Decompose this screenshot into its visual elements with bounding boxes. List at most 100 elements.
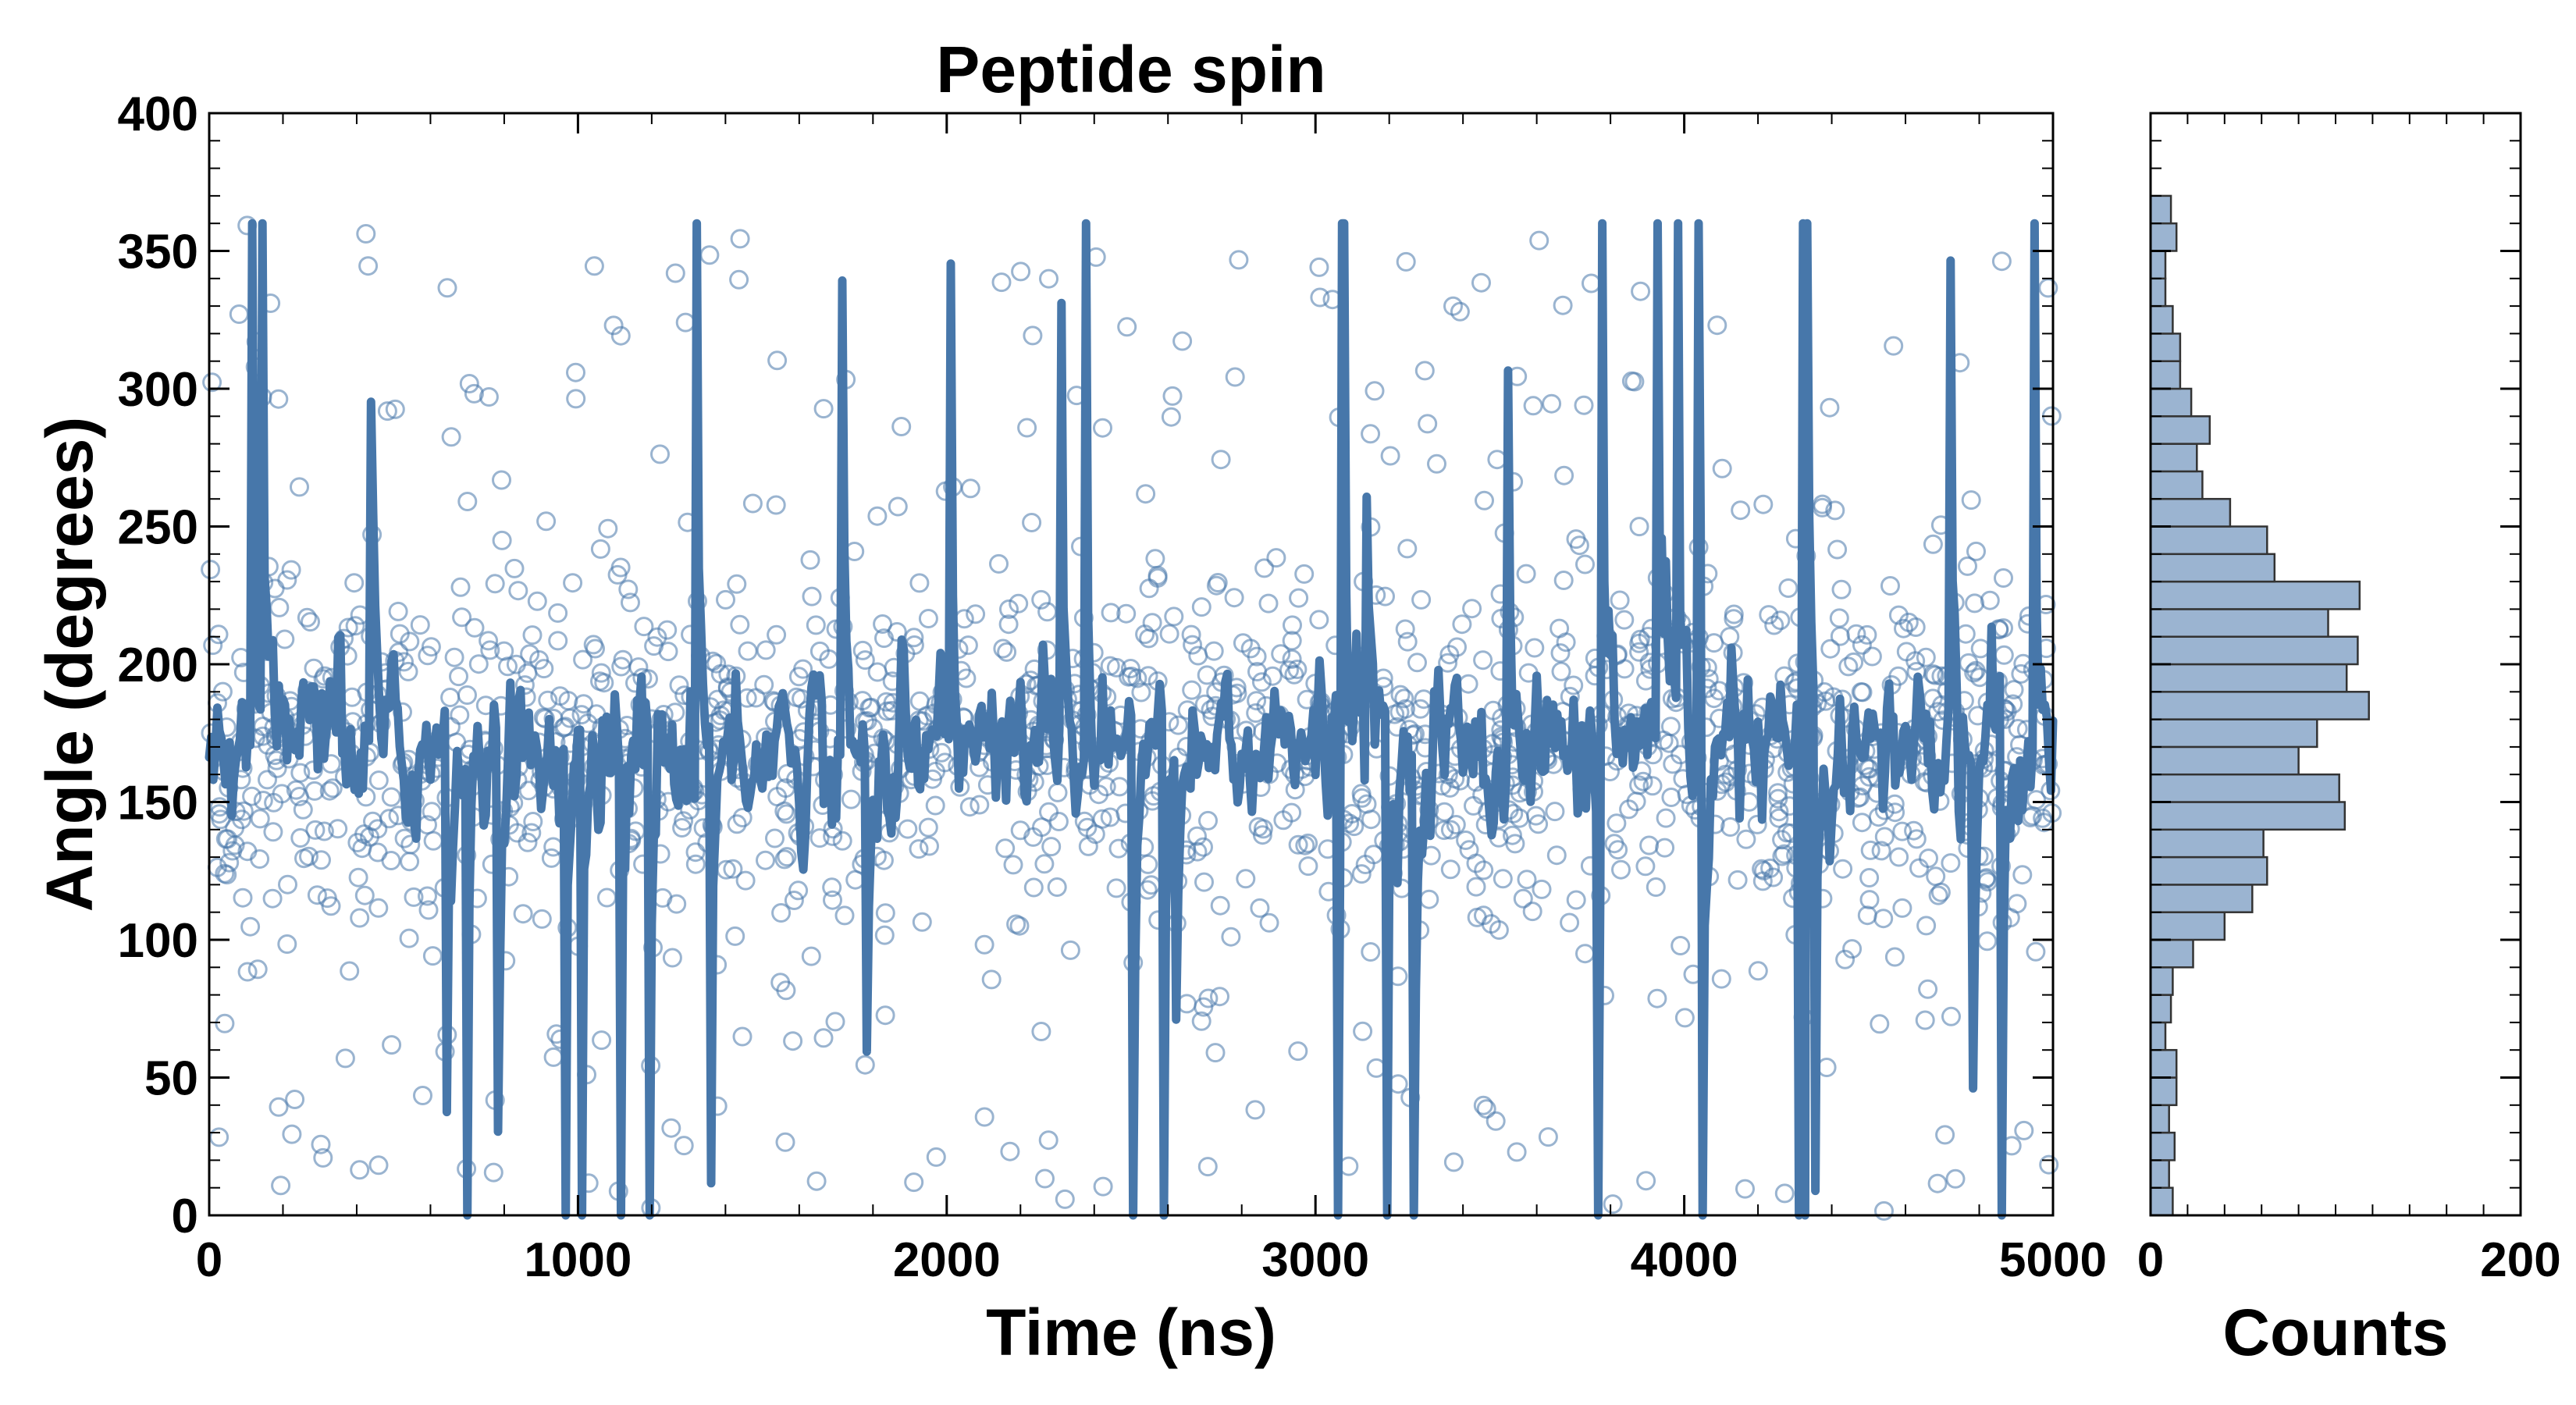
scatter-point [1233, 633, 1253, 653]
scatter-point [727, 574, 747, 594]
scatter-point [1945, 1168, 1966, 1189]
scatter-point [317, 888, 337, 909]
scatter-point [290, 763, 311, 783]
scatter-point [1774, 844, 1795, 864]
scatter-point [974, 1107, 994, 1127]
scatter-point [1035, 1168, 1055, 1189]
scatter-point [1271, 644, 1291, 664]
scatter-point [1361, 942, 1381, 962]
scatter-point [347, 833, 368, 852]
scatter-point [1629, 517, 1649, 537]
scatter-point [1655, 838, 1675, 858]
scatter-point [756, 640, 776, 660]
x-axis-label: Time (ns) [986, 1296, 1276, 1369]
scatter-point [237, 962, 258, 982]
scatter-point [573, 649, 593, 670]
scatter-point [1711, 969, 1731, 989]
scatter-point [1871, 841, 1891, 861]
scatter-point [293, 799, 313, 820]
scatter-point [875, 1005, 895, 1026]
scatter-point [418, 646, 438, 666]
scatter-point [464, 617, 485, 638]
scatter-point [685, 854, 706, 874]
scatter-point [1089, 784, 1109, 805]
scatter-point [1225, 367, 1245, 387]
scatter-point [1550, 618, 1570, 638]
main-plot: 0 1000 2000 3000 4000 5000 0 50 100 150 200 250 300 3… [118, 87, 2107, 1287]
scatter-point [1635, 856, 1656, 877]
scatter-point [2012, 865, 2033, 885]
scatter-point [1309, 610, 1329, 630]
scatter-point [563, 573, 583, 593]
scatter-point [1282, 631, 1302, 651]
histogram-bar [2149, 773, 2340, 803]
scatter-point [418, 886, 437, 906]
scatter-point [269, 597, 290, 617]
scatter-point [1646, 877, 1666, 897]
scatter-point [592, 1030, 612, 1051]
scatter-point [1047, 877, 1067, 897]
scatter-point [1145, 549, 1165, 569]
scatter-point [981, 969, 1002, 990]
x-tick-label: 2000 [893, 1233, 1001, 1287]
histogram-bar [2149, 966, 2174, 996]
scatter-point [492, 470, 511, 490]
x-tick-label: 5000 [1999, 1233, 2107, 1287]
scatter-point [590, 671, 610, 692]
scatter-point [1210, 987, 1229, 1007]
scatter-point [912, 912, 932, 932]
scatter-point [926, 1147, 946, 1167]
histogram-bar [2149, 1048, 2178, 1079]
scatter-point [1172, 331, 1193, 351]
scatter-point [1769, 808, 1789, 828]
histogram-bar [2149, 938, 2194, 969]
scatter-point [538, 690, 558, 710]
scatter-point [1525, 638, 1545, 658]
scatter-point [1194, 872, 1214, 892]
scatter-point [441, 427, 461, 447]
scatter-point [1827, 539, 1848, 560]
scatter-point [793, 659, 813, 679]
scatter-point [918, 609, 938, 628]
scatter-point [809, 828, 830, 848]
scatter-point [1210, 895, 1230, 916]
scatter-point [1101, 603, 1121, 623]
scatter-point [209, 1127, 229, 1147]
scatter-point [1927, 1173, 1948, 1193]
x-tick-label: 3000 [1261, 1233, 1369, 1287]
scatter-point [388, 601, 408, 621]
scatter-point [522, 625, 543, 646]
scatter-point [523, 812, 543, 831]
scatter-point [672, 818, 692, 838]
scatter-point [766, 495, 786, 515]
scatter-point [1266, 548, 1286, 568]
scatter-point [813, 1028, 834, 1048]
scatter-point [723, 859, 743, 879]
scatter-point [1446, 815, 1466, 834]
scatter-point [966, 604, 986, 624]
scatter-point [548, 631, 568, 651]
scatter-point [788, 880, 809, 901]
scatter-point [1704, 633, 1724, 653]
scatter-point [970, 795, 990, 815]
scatter-point [1542, 393, 1562, 414]
histogram-bar [2149, 663, 2348, 693]
scatter-point [358, 256, 379, 276]
scatter-point [1958, 556, 1977, 576]
scatter-point [382, 1035, 402, 1055]
scatter-point [328, 819, 348, 839]
scatter-point [1279, 660, 1299, 681]
scatter-point [543, 1047, 564, 1067]
scatter-point [307, 885, 327, 905]
scatter-point [756, 850, 775, 870]
scatter-point [1892, 898, 1912, 918]
scatter-point [1642, 776, 1663, 796]
scatter-point [1283, 615, 1302, 635]
scatter-point [699, 245, 720, 265]
scatter-point [450, 577, 471, 597]
scatter-point [1161, 407, 1181, 427]
scatter-point [1991, 251, 2012, 272]
scatter-point [991, 272, 1012, 293]
scatter-point [855, 1055, 875, 1075]
